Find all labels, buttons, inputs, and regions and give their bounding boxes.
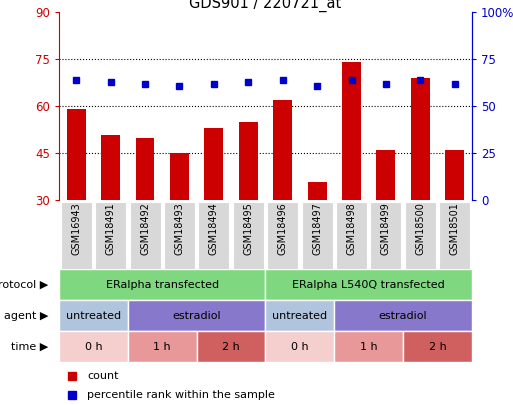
- Text: GSM18500: GSM18500: [416, 202, 425, 256]
- Text: 2 h: 2 h: [222, 342, 240, 352]
- Text: GSM18501: GSM18501: [450, 202, 460, 256]
- Bar: [101, 134, 120, 200]
- FancyBboxPatch shape: [370, 202, 401, 270]
- Text: GSM18497: GSM18497: [312, 202, 322, 256]
- Text: ERalpha L540Q transfected: ERalpha L540Q transfected: [292, 280, 445, 290]
- FancyBboxPatch shape: [164, 202, 195, 270]
- Text: 0 h: 0 h: [291, 342, 309, 352]
- Bar: [342, 62, 361, 200]
- FancyBboxPatch shape: [95, 202, 126, 270]
- Text: agent ▶: agent ▶: [4, 311, 49, 321]
- Bar: [128, 331, 196, 362]
- Text: GSM18493: GSM18493: [174, 202, 185, 255]
- Bar: [59, 269, 266, 301]
- Text: GSM18492: GSM18492: [140, 202, 150, 256]
- Text: GSM18495: GSM18495: [243, 202, 253, 256]
- FancyBboxPatch shape: [233, 202, 264, 270]
- Bar: [170, 153, 189, 200]
- Title: GDS901 / 220721_at: GDS901 / 220721_at: [189, 0, 342, 12]
- Text: 1 h: 1 h: [153, 342, 171, 352]
- FancyBboxPatch shape: [336, 202, 367, 270]
- Text: GSM18496: GSM18496: [278, 202, 288, 255]
- FancyBboxPatch shape: [439, 202, 470, 270]
- Bar: [411, 78, 430, 200]
- Text: percentile rank within the sample: percentile rank within the sample: [87, 390, 275, 400]
- Text: GSM18491: GSM18491: [106, 202, 115, 255]
- Bar: [334, 331, 403, 362]
- Bar: [59, 331, 128, 362]
- Text: estradiol: estradiol: [172, 311, 221, 321]
- Text: estradiol: estradiol: [379, 311, 427, 321]
- Bar: [266, 269, 472, 301]
- Text: time ▶: time ▶: [11, 342, 49, 352]
- FancyBboxPatch shape: [199, 202, 229, 270]
- Bar: [266, 331, 334, 362]
- Bar: [266, 301, 334, 331]
- Text: 2 h: 2 h: [429, 342, 446, 352]
- Bar: [59, 301, 128, 331]
- Text: protocol ▶: protocol ▶: [0, 280, 49, 290]
- Bar: [196, 331, 266, 362]
- Text: untreated: untreated: [66, 311, 121, 321]
- Bar: [273, 100, 292, 200]
- FancyBboxPatch shape: [267, 202, 298, 270]
- Bar: [403, 331, 472, 362]
- Text: GSM18499: GSM18499: [381, 202, 391, 255]
- Bar: [308, 181, 327, 200]
- Text: ERalpha transfected: ERalpha transfected: [106, 280, 219, 290]
- Bar: [128, 301, 266, 331]
- Bar: [204, 128, 223, 200]
- Text: untreated: untreated: [272, 311, 327, 321]
- Bar: [445, 150, 464, 200]
- Text: count: count: [87, 371, 119, 381]
- FancyBboxPatch shape: [61, 202, 92, 270]
- Bar: [377, 150, 396, 200]
- Text: GSM18494: GSM18494: [209, 202, 219, 255]
- Text: GSM18498: GSM18498: [346, 202, 357, 255]
- Bar: [67, 109, 86, 200]
- Text: 1 h: 1 h: [360, 342, 378, 352]
- FancyBboxPatch shape: [302, 202, 332, 270]
- Text: 0 h: 0 h: [85, 342, 102, 352]
- FancyBboxPatch shape: [130, 202, 161, 270]
- Text: GSM16943: GSM16943: [71, 202, 81, 255]
- Bar: [239, 122, 258, 200]
- Bar: [334, 301, 472, 331]
- Bar: [135, 138, 154, 200]
- FancyBboxPatch shape: [405, 202, 436, 270]
